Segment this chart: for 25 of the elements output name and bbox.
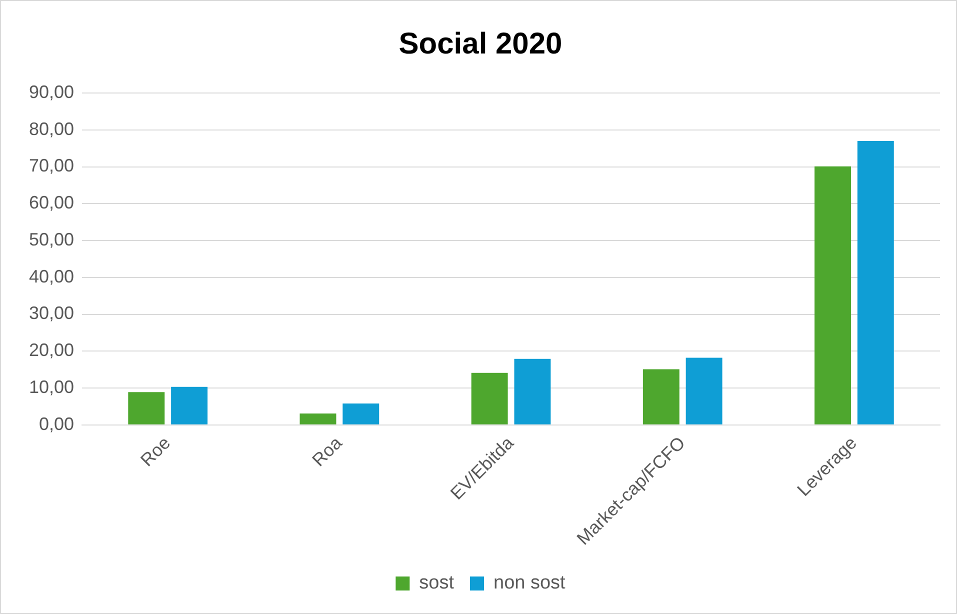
chart-title: Social 2020 [398, 27, 562, 60]
bar [814, 166, 851, 424]
y-tick-label: 30,00 [28, 303, 74, 324]
y-tick-label: 0,00 [38, 414, 74, 434]
y-tick-label: 40,00 [28, 266, 74, 286]
y-tick-label: 70,00 [28, 156, 74, 176]
y-tick-label: 80,00 [28, 118, 74, 139]
bar [642, 369, 680, 424]
x-tick-label: Roe [136, 432, 174, 470]
bar [471, 372, 508, 424]
legend-label: non sost [494, 572, 566, 594]
x-tick-label: Roa [308, 432, 346, 470]
y-tick-label: 20,00 [28, 340, 74, 360]
y-tick-label: 60,00 [28, 192, 74, 213]
bar [300, 413, 336, 424]
y-tick-label: 10,00 [28, 376, 74, 397]
bar [857, 140, 894, 424]
bar [514, 358, 551, 424]
bar [171, 386, 208, 424]
bar [686, 358, 722, 424]
bar [342, 404, 380, 424]
y-tick-label: 50,00 [28, 229, 74, 250]
legend-label: sost [419, 572, 455, 594]
bar [128, 392, 165, 424]
y-tick-label: 90,00 [28, 82, 74, 102]
